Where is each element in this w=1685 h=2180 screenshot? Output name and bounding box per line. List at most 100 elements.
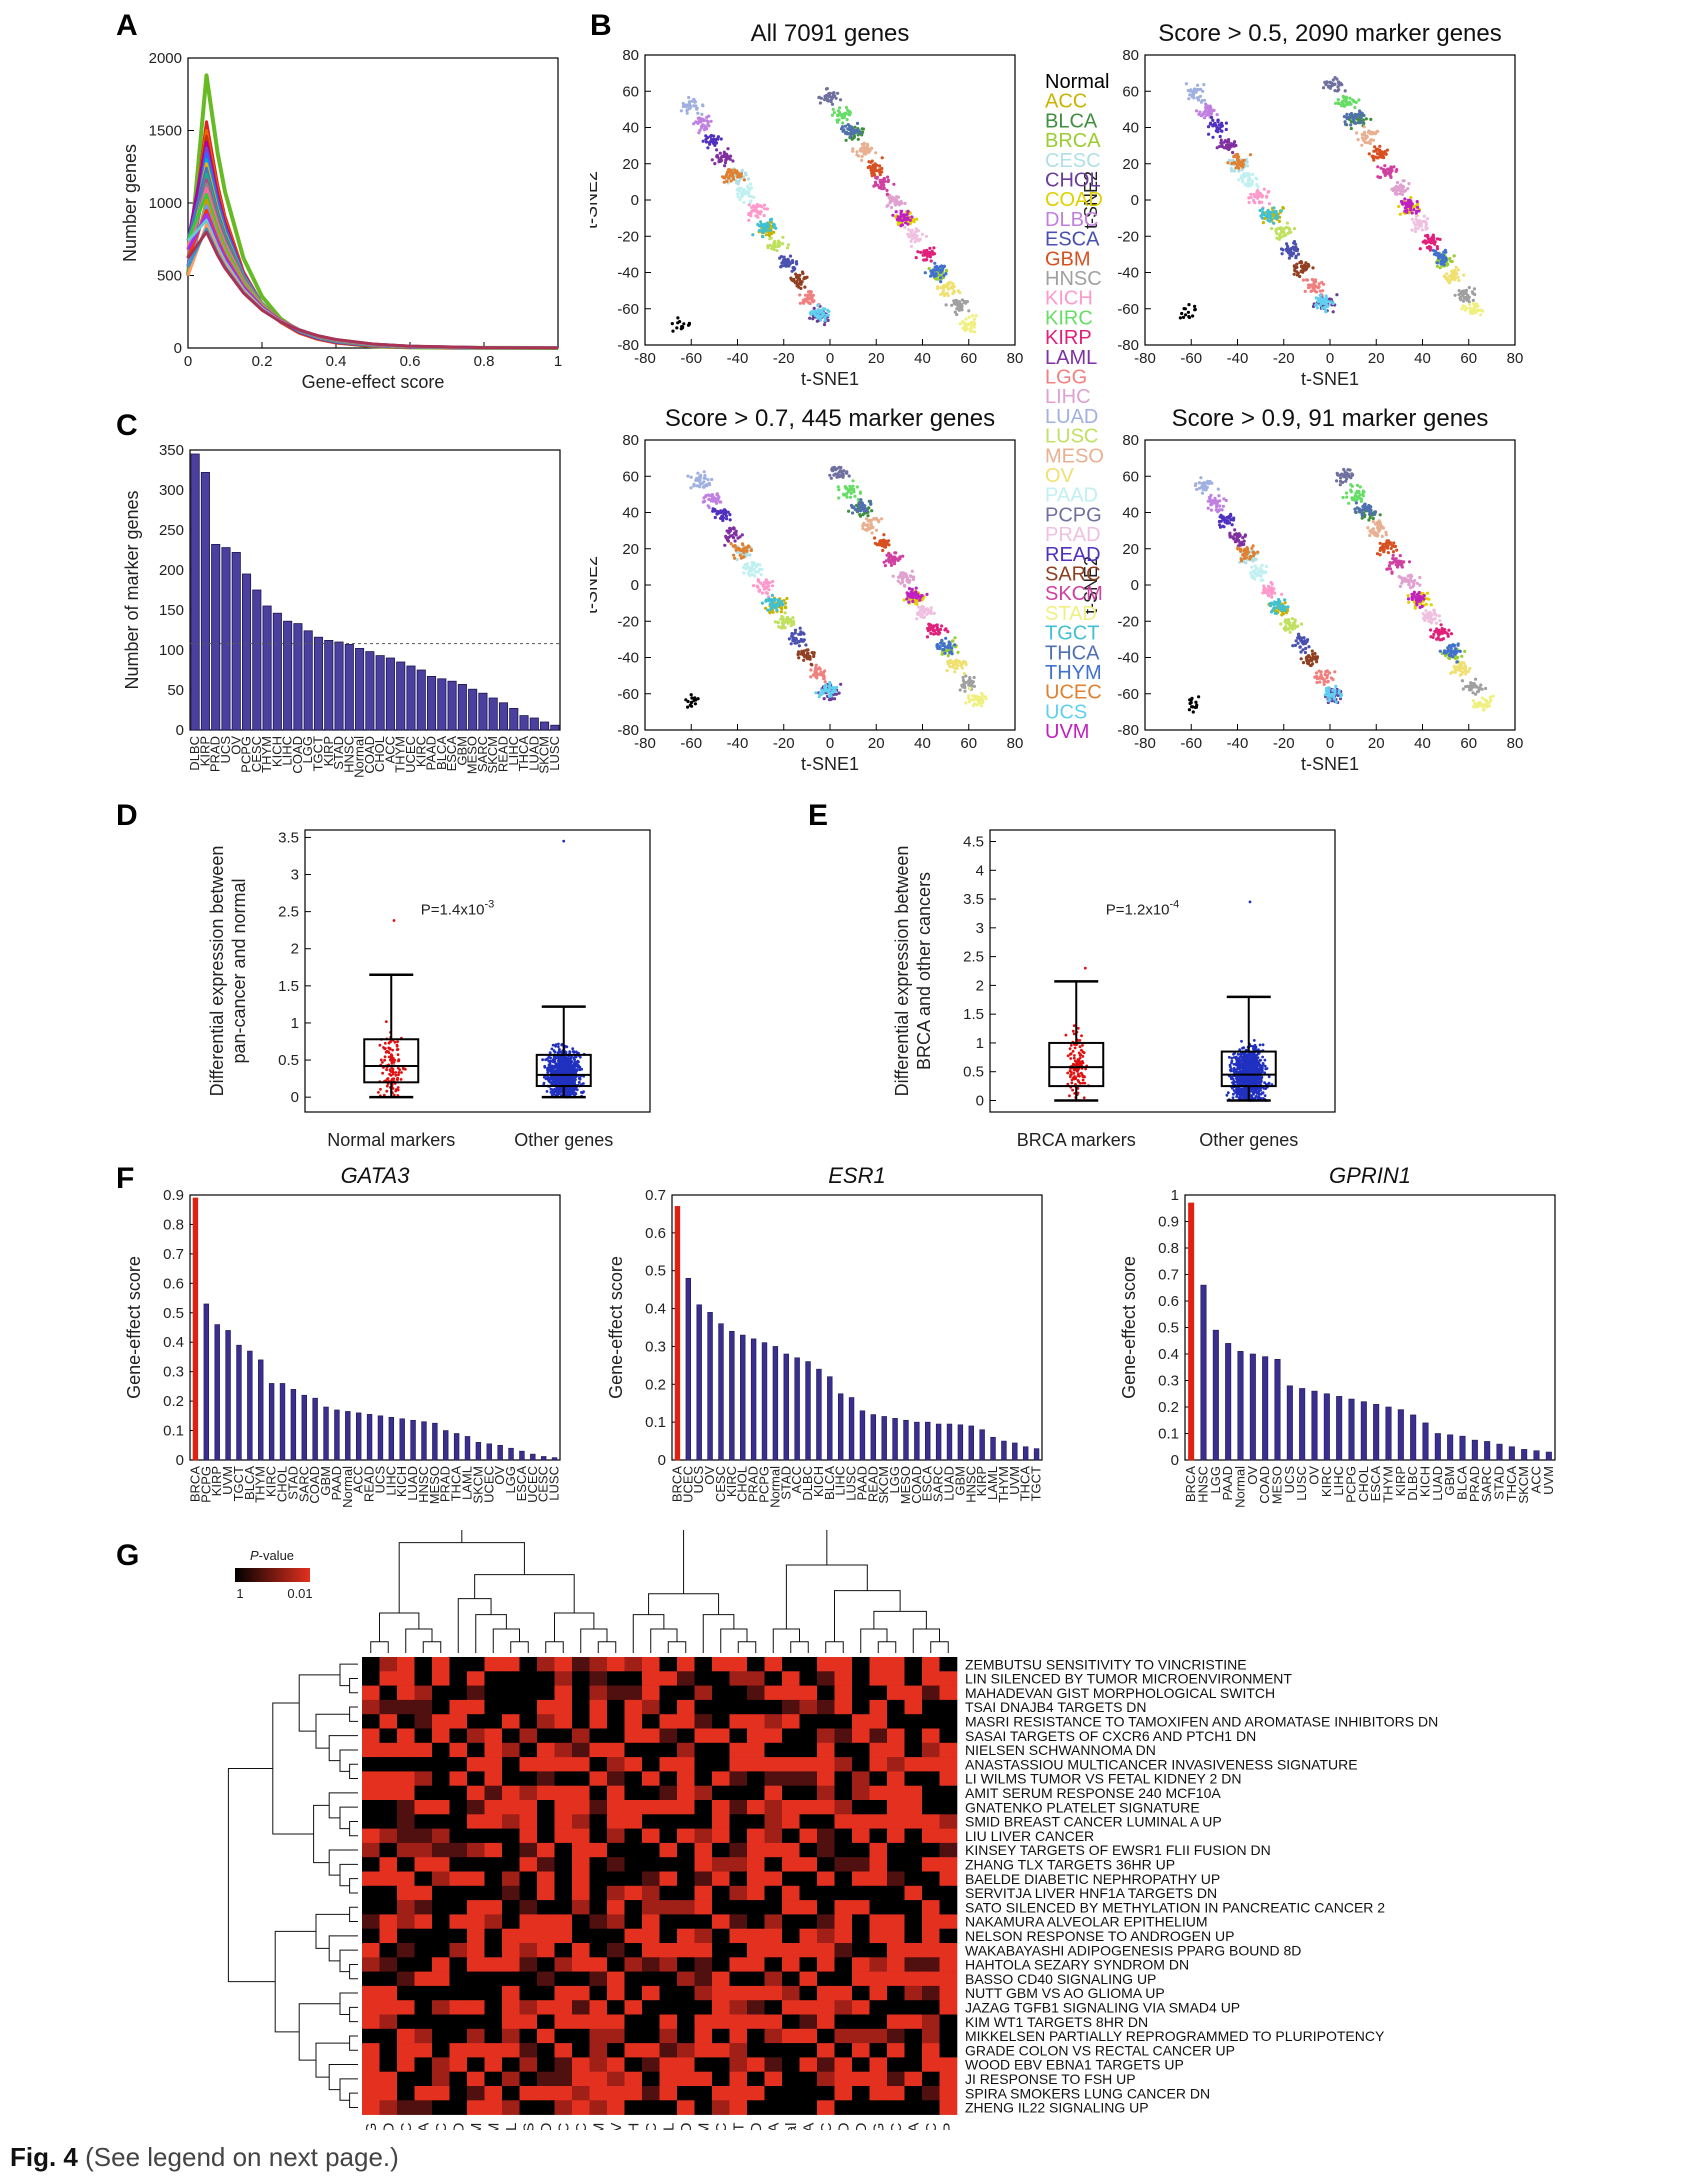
- tsne-point: [1410, 228, 1414, 232]
- tsne-point: [1450, 259, 1454, 264]
- tsne-point: [764, 606, 768, 610]
- tsne-point: [1344, 95, 1348, 99]
- tsne-point: [1292, 251, 1296, 255]
- tsne-point: [707, 114, 711, 118]
- panel-label-b: B: [590, 9, 612, 42]
- tsne-point: [725, 538, 730, 542]
- tsne-point: [736, 175, 740, 179]
- tsne-point: [1267, 189, 1271, 194]
- tsne-point: [809, 675, 813, 679]
- tsne-point: [1378, 513, 1382, 517]
- tsne-point: [950, 646, 954, 650]
- tsne-point: [837, 496, 841, 500]
- tsne-point: [1306, 286, 1311, 290]
- tsne-point: [1403, 209, 1407, 213]
- category-label: KICH: [269, 736, 284, 767]
- tsne-point: [1286, 605, 1290, 609]
- tsne-point: [1319, 301, 1324, 305]
- bar: [200, 472, 210, 731]
- category-label: Normal: [352, 736, 367, 778]
- tsne-point: [1292, 227, 1297, 231]
- tsne-point: [1257, 193, 1261, 197]
- tsne-point: [849, 135, 853, 139]
- tsne-point: [920, 604, 924, 609]
- tsne-point: [724, 514, 728, 518]
- tsne-point: [735, 558, 739, 562]
- tsne-point: [916, 592, 920, 596]
- tsne-point: [724, 155, 728, 159]
- cluster-ucs: [1314, 293, 1335, 314]
- tsne-point: [935, 268, 940, 272]
- tsne-point: [693, 100, 697, 104]
- tsne-point: [1195, 487, 1199, 491]
- tsne-point: [795, 274, 799, 278]
- tsne-point: [1368, 533, 1372, 538]
- tsne-point: [851, 149, 855, 153]
- tsne-point: [881, 548, 885, 553]
- tsne-point: [1276, 226, 1280, 231]
- tsne-point: [1369, 117, 1373, 121]
- tsne-point: [968, 698, 972, 702]
- tsne-point: [772, 604, 776, 608]
- tsne-point: [855, 503, 859, 507]
- tsne-point: [689, 693, 693, 697]
- tsne-point: [1258, 208, 1262, 213]
- y-tick-label: 300: [159, 482, 184, 499]
- tsne-point: [837, 488, 841, 492]
- tsne-point: [1453, 272, 1457, 276]
- tsne-point: [873, 166, 877, 170]
- tsne-point: [719, 158, 724, 163]
- tsne-point: [893, 551, 897, 555]
- tsne-point: [1274, 606, 1278, 610]
- tsne-point: [963, 321, 967, 325]
- tsne-point: [1421, 240, 1425, 244]
- tsne-point: [856, 498, 860, 502]
- tsne-point: [883, 564, 887, 568]
- tsne-point: [756, 563, 760, 567]
- tsne-point: [764, 585, 769, 589]
- tsne-point: [1343, 470, 1347, 474]
- tsne-point: [1360, 132, 1364, 137]
- y-tick-label: 1500: [149, 123, 182, 140]
- tsne-point: [1417, 209, 1421, 213]
- tsne-point: [1288, 227, 1292, 231]
- tsne-point: [1467, 303, 1472, 307]
- tsne-point: [1412, 600, 1416, 604]
- tsne-point: [744, 567, 748, 571]
- cluster-kirc: [836, 479, 863, 502]
- tsne-point: [972, 684, 976, 689]
- tsne-point: [689, 486, 693, 490]
- tsne-point: [1350, 496, 1354, 500]
- tsne-point: [906, 232, 910, 236]
- tsne-point: [1206, 499, 1210, 503]
- tsne-point: [789, 618, 793, 622]
- tsne-point: [1415, 581, 1419, 585]
- cluster-ucs: [1323, 684, 1344, 704]
- tsne-point: [768, 228, 772, 233]
- tsne-point: [1333, 89, 1337, 93]
- tsne-point: [1424, 602, 1428, 606]
- category-label: CESC: [249, 736, 264, 772]
- tsne-point: [1354, 501, 1358, 505]
- tsne-point: [704, 127, 708, 131]
- tsne-point: [810, 309, 814, 313]
- tsne-point: [878, 541, 882, 545]
- tsne-point: [1466, 669, 1470, 674]
- x-tick-label: 0: [826, 735, 834, 752]
- tsne-point: [1388, 567, 1393, 571]
- tsne-point: [1330, 692, 1334, 696]
- tsne-point: [1187, 708, 1191, 712]
- tsne-point: [1390, 561, 1394, 565]
- tsne-point: [1443, 628, 1447, 632]
- tsne-point: [802, 301, 806, 305]
- series-line: [186, 129, 559, 350]
- tsne-point: [713, 162, 717, 166]
- y-tick-label: 250: [159, 522, 184, 539]
- tsne-point: [917, 605, 921, 609]
- tsne-point: [1418, 575, 1422, 580]
- tsne-point: [740, 168, 744, 172]
- tsne-point: [1316, 286, 1320, 290]
- tsne-point: [785, 596, 789, 601]
- tsne-point: [1450, 272, 1454, 276]
